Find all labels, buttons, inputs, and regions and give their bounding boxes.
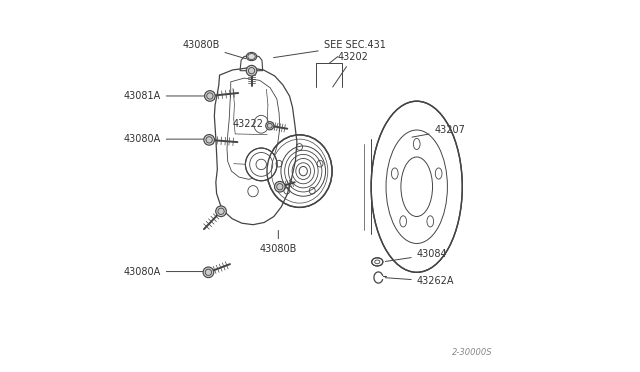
Ellipse shape xyxy=(267,135,332,207)
Text: 43081A: 43081A xyxy=(124,91,205,101)
Text: 43202: 43202 xyxy=(333,52,369,87)
Text: 43207: 43207 xyxy=(412,125,465,137)
Ellipse shape xyxy=(246,65,257,76)
Text: 43080A: 43080A xyxy=(124,134,205,144)
Text: 43262A: 43262A xyxy=(385,276,454,286)
Ellipse shape xyxy=(205,91,215,101)
Ellipse shape xyxy=(371,101,462,272)
Ellipse shape xyxy=(246,52,257,61)
Ellipse shape xyxy=(245,148,277,181)
Ellipse shape xyxy=(204,135,214,145)
Ellipse shape xyxy=(275,182,285,192)
Text: 2-30000S: 2-30000S xyxy=(452,348,493,357)
Text: 43080A: 43080A xyxy=(124,267,205,276)
Text: SEE SEC.431: SEE SEC.431 xyxy=(274,41,385,58)
Ellipse shape xyxy=(266,122,274,130)
Ellipse shape xyxy=(203,267,214,278)
Ellipse shape xyxy=(216,206,227,217)
Text: 43222: 43222 xyxy=(232,119,276,128)
Ellipse shape xyxy=(372,258,383,266)
Text: 43084: 43084 xyxy=(385,250,447,262)
Text: 43080B: 43080B xyxy=(182,41,246,59)
Text: 43080B: 43080B xyxy=(260,230,297,254)
